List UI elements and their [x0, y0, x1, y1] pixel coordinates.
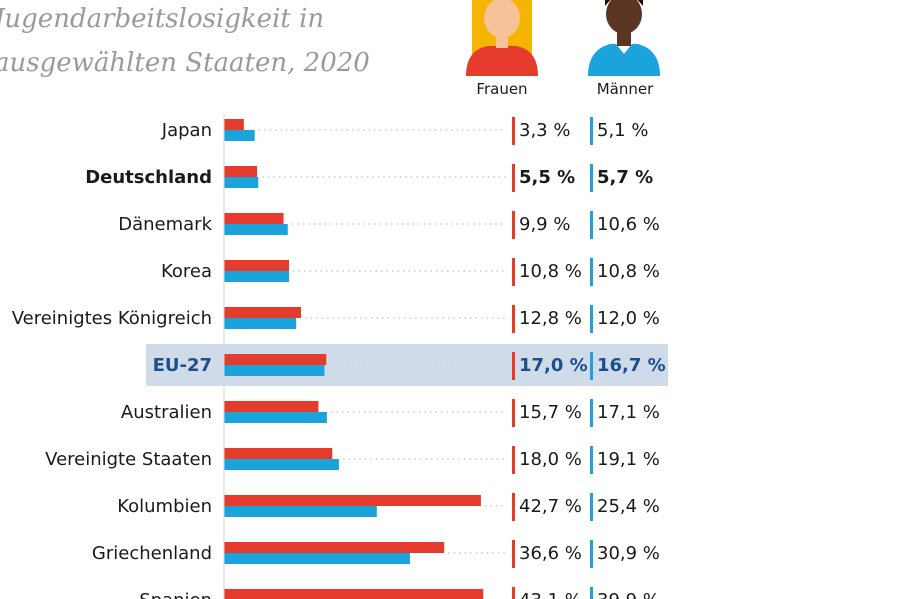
bar-frauen-spanien	[224, 589, 484, 599]
category-label-kolumbien: Kolumbien	[117, 496, 212, 517]
marker-frauen-australien	[512, 399, 515, 427]
category-label-deutschland: Deutschland	[85, 167, 212, 188]
value-label-frauen-daenemark: 9,9 %	[519, 214, 570, 235]
bar-maenner-korea	[224, 271, 289, 282]
value-label-frauen-vereinigte-staaten: 18,0 %	[519, 449, 582, 470]
category-label-daenemark: Dänemark	[118, 214, 212, 235]
bar-maenner-vereinigte-staaten	[224, 459, 339, 470]
value-label-maenner-korea: 10,8 %	[597, 261, 660, 282]
value-label-frauen-japan: 3,3 %	[519, 120, 570, 141]
bar-frauen-japan	[224, 119, 244, 130]
marker-maenner-eu-27	[590, 352, 593, 380]
value-label-frauen-australien: 15,7 %	[519, 402, 582, 423]
bar-frauen-vereinigte-staaten	[224, 448, 333, 459]
category-label-japan: Japan	[161, 120, 212, 141]
bar-frauen-korea	[224, 260, 289, 271]
man-icon	[588, 0, 660, 76]
value-label-maenner-kolumbien: 25,4 %	[597, 496, 660, 517]
marker-maenner-australien	[590, 399, 593, 427]
marker-maenner-deutschland	[590, 164, 593, 192]
marker-frauen-japan	[512, 117, 515, 145]
category-label-vereinigtes-koenigreich: Vereinigtes Königreich	[12, 308, 212, 329]
bar-maenner-griechenland	[224, 553, 410, 564]
bar-maenner-eu-27	[224, 365, 325, 376]
marker-maenner-griechenland	[590, 540, 593, 568]
marker-frauen-deutschland	[512, 164, 515, 192]
bar-maenner-kolumbien	[224, 506, 377, 517]
value-label-maenner-japan: 5,1 %	[597, 120, 648, 141]
marker-frauen-vereinigtes-koenigreich	[512, 305, 515, 333]
marker-maenner-japan	[590, 117, 593, 145]
marker-maenner-korea	[590, 258, 593, 286]
category-label-griechenland: Griechenland	[92, 543, 212, 564]
value-label-maenner-vereinigtes-koenigreich: 12,0 %	[597, 308, 660, 329]
legend-label-maenner: Männer	[596, 80, 654, 98]
value-label-frauen-deutschland: 5,5 %	[519, 167, 575, 188]
category-label-eu-27: EU-27	[153, 355, 212, 376]
bar-maenner-daenemark	[224, 224, 288, 235]
value-label-maenner-spanien: 39,9 %	[597, 590, 660, 599]
value-label-maenner-australien: 17,1 %	[597, 402, 660, 423]
marker-frauen-spanien	[512, 587, 515, 599]
chart-body: Japan 3,3 % 5,1 % Deutschland 5,5 % 5,7 % Däne…	[12, 114, 668, 599]
value-label-frauen-vereinigtes-koenigreich: 12,8 %	[519, 308, 582, 329]
marker-frauen-korea	[512, 258, 515, 286]
value-label-maenner-daenemark: 10,6 %	[597, 214, 660, 235]
value-label-frauen-griechenland: 36,6 %	[519, 543, 582, 564]
marker-frauen-eu-27	[512, 352, 515, 380]
bar-frauen-daenemark	[224, 213, 284, 224]
bar-maenner-vereinigtes-koenigreich	[224, 318, 297, 329]
bar-frauen-vereinigtes-koenigreich	[224, 307, 302, 318]
value-label-maenner-deutschland: 5,7 %	[597, 167, 653, 188]
woman-icon	[466, 0, 538, 76]
value-label-maenner-griechenland: 30,9 %	[597, 543, 660, 564]
marker-maenner-vereinigte-staaten	[590, 446, 593, 474]
bar-frauen-griechenland	[224, 542, 445, 553]
bar-frauen-deutschland	[224, 166, 258, 177]
marker-frauen-griechenland	[512, 540, 515, 568]
legend-label-frauen: Frauen	[476, 80, 528, 98]
value-label-maenner-eu-27: 16,7 %	[597, 355, 666, 376]
category-label-vereinigte-staaten: Vereinigte Staaten	[45, 449, 212, 470]
bar-maenner-japan	[224, 130, 255, 141]
marker-frauen-daenemark	[512, 211, 515, 239]
bar-maenner-australien	[224, 412, 327, 423]
chart-title-line-1: Jugendarbeitslosigkeit in	[0, 4, 325, 34]
category-label-spanien: Spanien	[139, 590, 212, 599]
bar-maenner-deutschland	[224, 177, 259, 188]
bar-frauen-australien	[224, 401, 319, 412]
value-label-frauen-kolumbien: 42,7 %	[519, 496, 582, 517]
value-label-frauen-korea: 10,8 %	[519, 261, 582, 282]
chart-title-line-2: ausgewählten Staaten, 2020	[0, 48, 370, 78]
marker-maenner-daenemark	[590, 211, 593, 239]
marker-maenner-vereinigtes-koenigreich	[590, 305, 593, 333]
bar-frauen-kolumbien	[224, 495, 481, 506]
category-label-australien: Australien	[121, 402, 212, 423]
category-label-korea: Korea	[161, 261, 212, 282]
marker-maenner-kolumbien	[590, 493, 593, 521]
value-label-frauen-spanien: 43,1 %	[519, 590, 582, 599]
bar-frauen-eu-27	[224, 354, 327, 365]
value-label-frauen-eu-27: 17,0 %	[519, 355, 588, 376]
value-label-maenner-vereinigte-staaten: 19,1 %	[597, 449, 660, 470]
marker-maenner-spanien	[590, 587, 593, 599]
marker-frauen-kolumbien	[512, 493, 515, 521]
marker-frauen-vereinigte-staaten	[512, 446, 515, 474]
